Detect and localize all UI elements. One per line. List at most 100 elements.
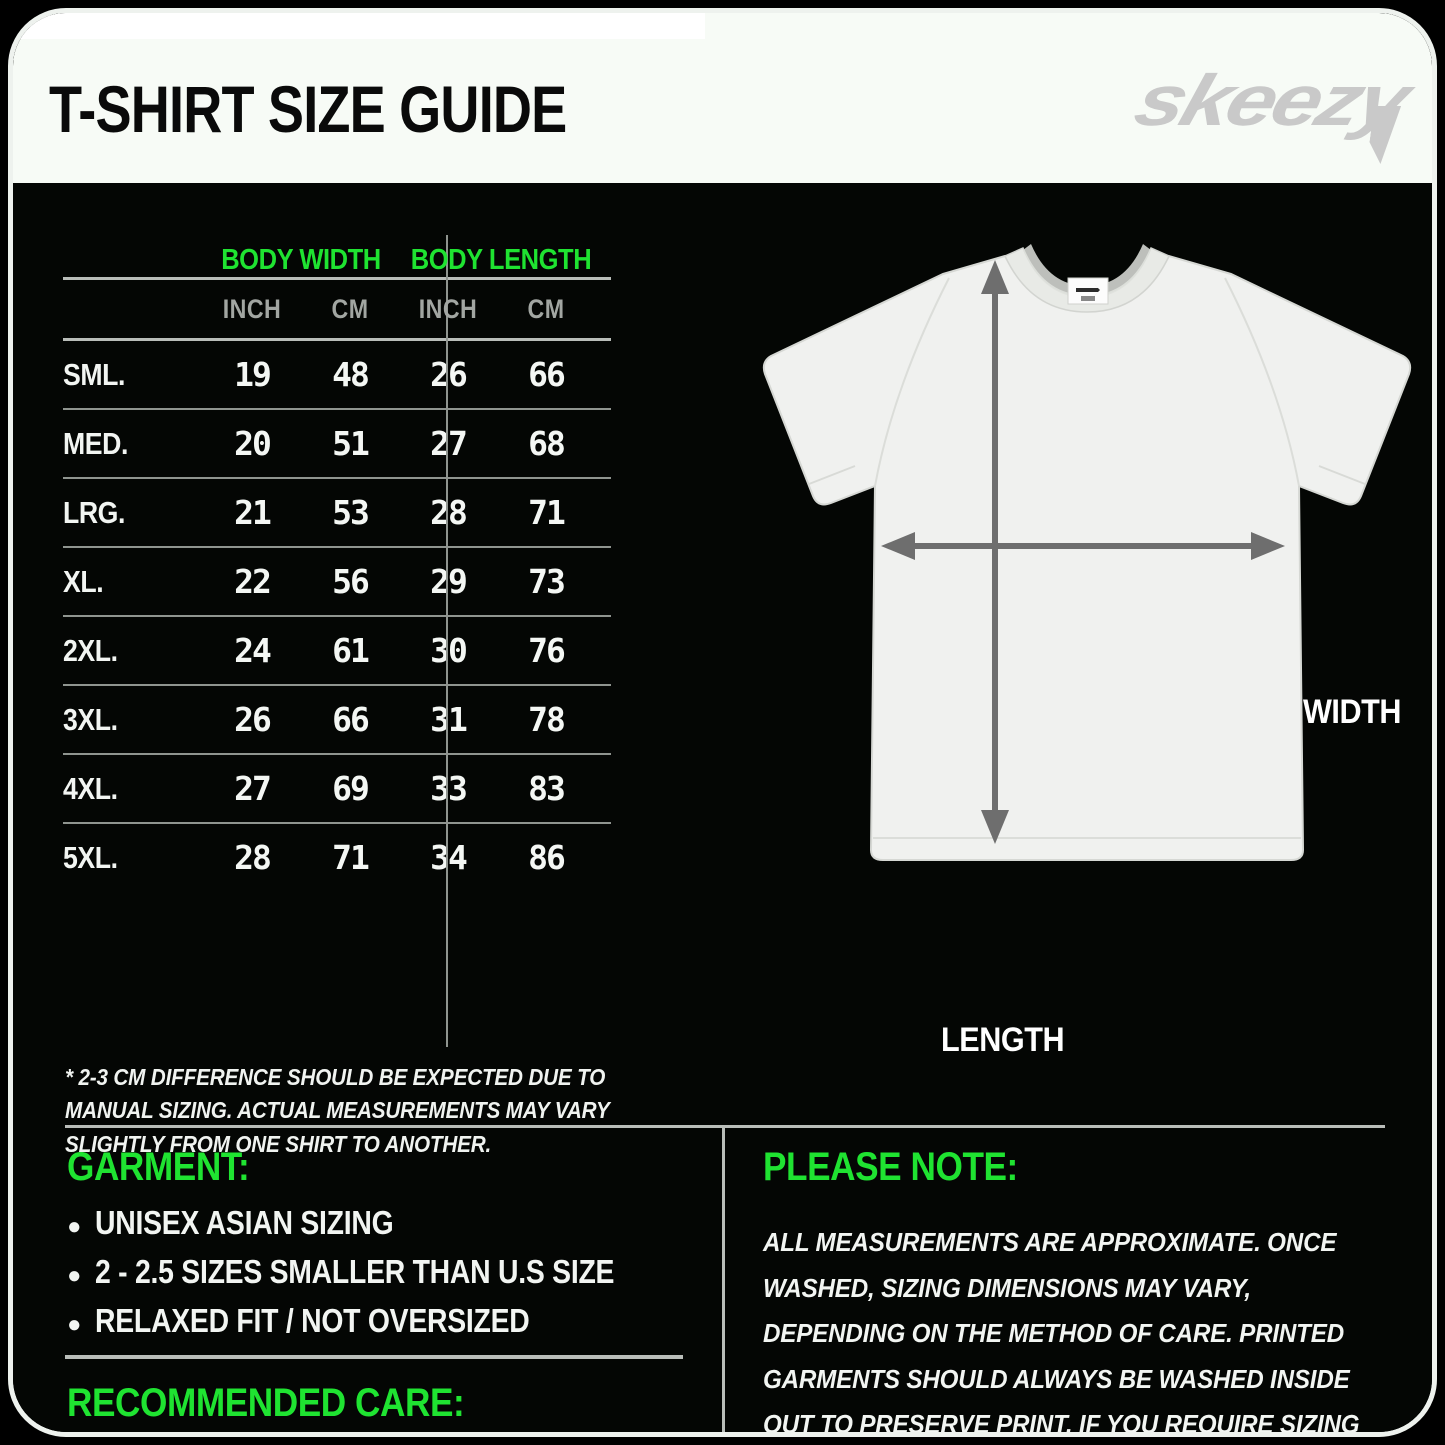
table-row: 4XL. 27 69 33 83 [63, 755, 611, 822]
cell-length-cm: 66 [528, 355, 566, 394]
cell-width-inch: 20 [234, 424, 272, 463]
unit-header-length-cm: CM [527, 293, 565, 324]
table-row: 5XL. 28 71 34 86 [63, 824, 611, 891]
table-group-header-row: BODY WIDTH BODY LENGTH [63, 233, 611, 277]
table-row-rule [63, 684, 611, 686]
table-rows-container: SML. 19 48 26 66 MED. 20 51 27 68 LRG. 21 53 28 71 XL. 2… [63, 341, 611, 891]
cell-length-inch: 26 [430, 355, 468, 394]
cell-length-cm: 68 [528, 424, 566, 463]
cell-width-inch: 27 [234, 769, 272, 808]
table-row: 3XL. 26 66 31 78 [63, 686, 611, 753]
tshirt-illustration-svg [762, 244, 1412, 861]
bullet-dot-icon: ● [67, 1262, 82, 1289]
width-arrow-label: WIDTH [1303, 693, 1402, 731]
garment-bullet-list: ● UNISEX ASIAN SIZING ● 2 - 2.5 SIZES SMALL… [67, 1204, 707, 1340]
garment-bullet-label: RELAXED FIT / NOT OVERSIZED [95, 1302, 530, 1339]
garment-bullet-item: ● UNISEX ASIAN SIZING [67, 1204, 707, 1242]
garment-bullet-item: ● RELAXED FIT / NOT OVERSIZED [67, 1302, 707, 1340]
cell-width-cm: 51 [332, 424, 370, 463]
row-size-label: LRG. [63, 494, 125, 530]
cell-width-inch: 26 [234, 700, 272, 739]
cell-width-inch: 19 [234, 355, 272, 394]
garment-bullet-label: 2 - 2.5 SIZES SMALLER THAN U.S SIZE [95, 1253, 615, 1290]
cell-width-cm: 61 [332, 631, 370, 670]
cell-length-inch: 29 [430, 562, 468, 601]
panel-vertical-rule [722, 1128, 725, 1432]
table-rule-top [63, 277, 611, 280]
bullet-dot-icon: ● [67, 1311, 82, 1338]
size-table: BODY WIDTH BODY LENGTH INCH CM INCH CM S… [63, 233, 611, 1047]
cell-width-cm: 69 [332, 769, 370, 808]
group-header-body-length: BODY LENGTH [410, 244, 592, 276]
table-unit-header-row: INCH CM INCH CM [63, 280, 611, 338]
cell-width-inch: 22 [234, 562, 272, 601]
body-area: BODY WIDTH BODY LENGTH INCH CM INCH CM S… [13, 183, 1432, 1432]
cell-width-cm: 56 [332, 562, 370, 601]
cell-width-cm: 53 [332, 493, 370, 532]
table-row-rule [63, 546, 611, 548]
table-row: 2XL. 24 61 30 76 [63, 617, 611, 684]
length-arrow-label: LENGTH [941, 1021, 1065, 1059]
garment-section: GARMENT: ● UNISEX ASIAN SIZING ● 2 - 2.5 SI… [67, 1145, 707, 1351]
tshirt-diagram [743, 238, 1432, 918]
table-row-rule [63, 822, 611, 824]
brand-logo: skeezy [1125, 61, 1417, 141]
cell-width-inch: 24 [234, 631, 272, 670]
cell-width-inch: 28 [234, 838, 272, 877]
cell-length-cm: 71 [528, 493, 566, 532]
table-row: LRG. 21 53 28 71 [63, 479, 611, 546]
cell-length-inch: 28 [430, 493, 468, 532]
row-size-label: 4XL. [63, 770, 118, 806]
care-section: RECOMMENDED CARE: MACHINE WASH COLD, INS… [67, 1381, 707, 1432]
table-row: SML. 19 48 26 66 [63, 341, 611, 408]
table-row: XL. 22 56 29 73 [63, 548, 611, 615]
cell-length-cm: 86 [528, 838, 566, 877]
row-size-label: MED. [63, 425, 128, 461]
table-row-rule [63, 753, 611, 755]
garment-bullet-item: ● 2 - 2.5 SIZES SMALLER THAN U.S SIZE [67, 1253, 707, 1291]
row-size-label: 5XL. [63, 839, 118, 875]
cell-width-inch: 21 [234, 493, 272, 532]
cell-width-cm: 71 [332, 838, 370, 877]
table-row-rule [63, 615, 611, 617]
cell-width-cm: 66 [332, 700, 370, 739]
bullet-dot-icon: ● [67, 1213, 82, 1240]
cell-length-inch: 30 [430, 631, 468, 670]
table-row-rule [63, 408, 611, 410]
cell-length-cm: 83 [528, 769, 566, 808]
care-heading: RECOMMENDED CARE: [67, 1381, 465, 1425]
please-note-text: ALL MEASUREMENTS ARE APPROXIMATE. ONCE W… [763, 1227, 1360, 1432]
cell-length-inch: 27 [430, 424, 468, 463]
row-size-label: 2XL. [63, 632, 118, 668]
please-note-heading: PLEASE NOTE: [763, 1145, 1018, 1189]
card-inner: T-SHIRT SIZE GUIDE skeezy BODY WIDTH BOD… [13, 13, 1432, 1432]
please-note-section: PLEASE NOTE: ALL MEASUREMENTS ARE APPROX… [763, 1145, 1413, 1432]
unit-header-width-inch: INCH [222, 293, 282, 324]
page-title: T-SHIRT SIZE GUIDE [49, 72, 567, 146]
cell-width-cm: 48 [332, 355, 370, 394]
row-size-label: SML. [63, 356, 125, 392]
cell-length-cm: 76 [528, 631, 566, 670]
table-row-rule [63, 477, 611, 479]
table-rule-units [63, 338, 611, 341]
group-header-body-width: BODY WIDTH [221, 244, 381, 276]
manual-sizing-disclaimer: * 2-3 CM DIFFERENCE SHOULD BE EXPECTED D… [65, 1064, 610, 1157]
unit-header-length-inch: INCH [418, 293, 478, 324]
cell-length-cm: 78 [528, 700, 566, 739]
row-size-label: 3XL. [63, 701, 118, 737]
row-size-label: XL. [63, 563, 104, 599]
header-bar: T-SHIRT SIZE GUIDE skeezy [13, 13, 1432, 183]
cell-length-inch: 34 [430, 838, 468, 877]
garment-bullet-label: UNISEX ASIAN SIZING [95, 1204, 394, 1241]
unit-header-width-cm: CM [331, 293, 369, 324]
cell-length-inch: 31 [430, 700, 468, 739]
table-group-divider [446, 235, 448, 1047]
cell-length-cm: 73 [528, 562, 566, 601]
care-section-rule [65, 1355, 683, 1359]
size-guide-card: T-SHIRT SIZE GUIDE skeezy BODY WIDTH BOD… [8, 8, 1437, 1437]
cell-length-inch: 33 [430, 769, 468, 808]
header-notch [13, 13, 705, 39]
table-row: MED. 20 51 27 68 [63, 410, 611, 477]
garment-heading: GARMENT: [67, 1145, 250, 1189]
panel-horizontal-rule [65, 1125, 1385, 1128]
